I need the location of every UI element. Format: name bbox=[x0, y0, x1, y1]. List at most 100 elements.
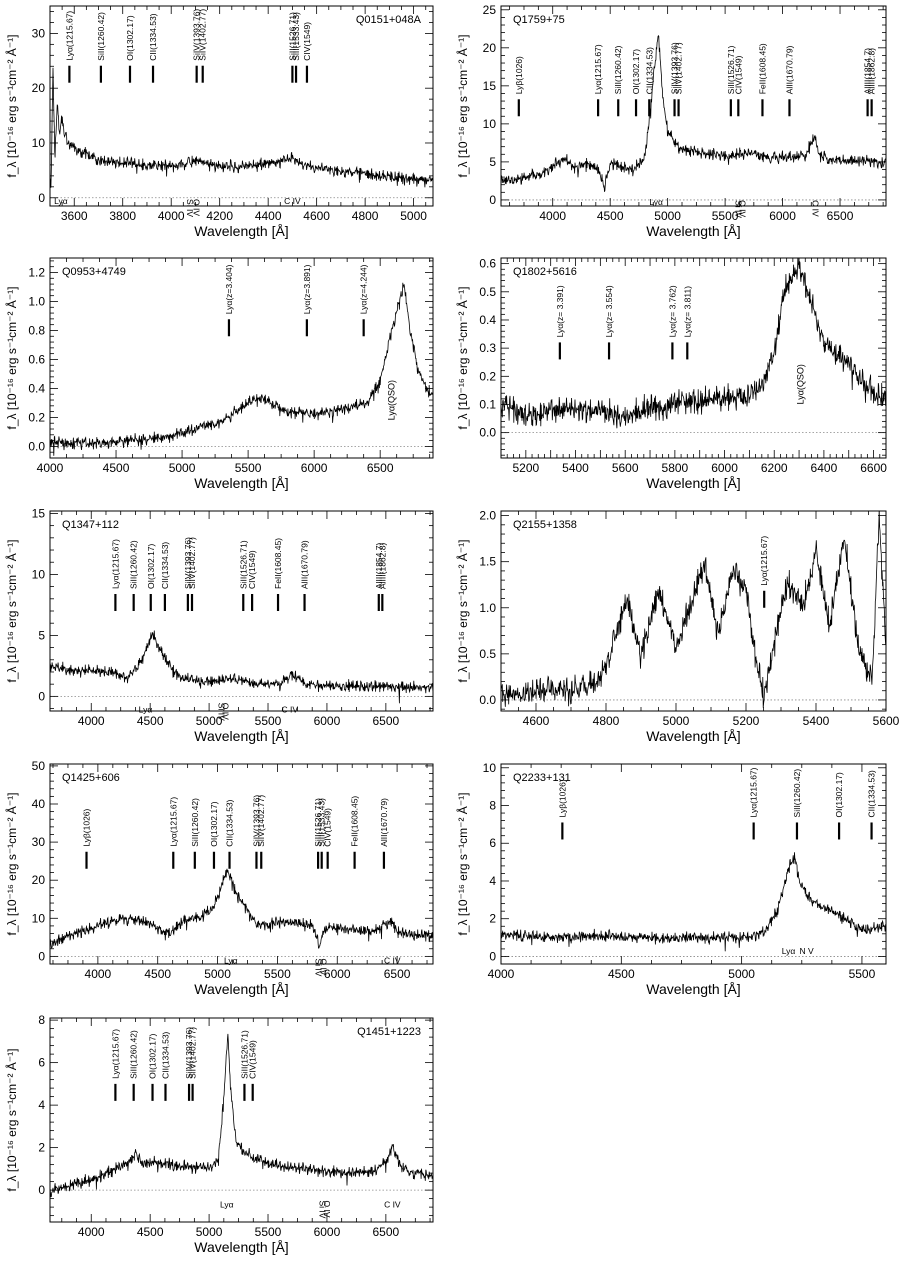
x-tick-label: 4000 bbox=[78, 714, 105, 728]
chart-panel-6: Lyα(1215.67) 4600 4800 5000 5200 5400 5600 0.0 0… bbox=[455, 509, 900, 744]
y-tick-label: 8 bbox=[489, 799, 496, 813]
chart-panel-4: Lyα(z= 3.391) Lyα(z= 3.554) Lyα(z= 3.762) L… bbox=[455, 257, 887, 491]
annotation-4: C IV bbox=[284, 196, 301, 206]
y-tick-label: 6 bbox=[38, 1056, 45, 1070]
marker-label-2: Lyα(1215.67) bbox=[749, 767, 759, 817]
x-tick-label: 5500 bbox=[255, 714, 282, 728]
x-tick-label: 4000 bbox=[488, 967, 515, 981]
y-axis-label: f_λ [10⁻¹⁶ erg s⁻¹cm⁻² Å⁻¹] bbox=[455, 35, 470, 178]
y-tick-label: 0.4 bbox=[28, 381, 45, 395]
spectrum-line bbox=[50, 630, 433, 704]
marker-label-2: Lyα(z= 3.554) bbox=[604, 285, 614, 337]
chart-panel-8: Lyβ(1026) Lyα(1215.67) SiII(1260.42) OI(130… bbox=[455, 761, 887, 997]
marker-label-1: Lyα(1215.67) bbox=[64, 11, 74, 61]
marker-label-4: CII(1334.53) bbox=[160, 1031, 170, 1078]
annotation-2: Si IV bbox=[185, 199, 195, 217]
marker-label-1: Lyα(z= 3.391) bbox=[555, 285, 565, 337]
x-tick-label: 6200 bbox=[761, 461, 788, 475]
x-tick-label: 4000 bbox=[539, 209, 566, 223]
y-tick-label: 40 bbox=[32, 797, 46, 811]
marker-label-5: CII(1334.53) bbox=[225, 799, 235, 846]
annotation-2: Si IV bbox=[314, 958, 324, 976]
marker-label-7: SiIV(1402.77) bbox=[674, 42, 684, 94]
x-tick-label: 6500 bbox=[373, 714, 400, 728]
x-tick-label: 4500 bbox=[597, 209, 624, 223]
y-tick-label: 0 bbox=[38, 689, 45, 703]
annotation-2: Si IV bbox=[217, 703, 227, 721]
plot-frame bbox=[500, 5, 887, 207]
y-axis-label: f_λ [10⁻¹⁶ erg s⁻¹cm⁻² Å⁻¹] bbox=[455, 540, 470, 683]
y-axis-label: f_λ [10⁻¹⁶ erg s⁻¹cm⁻² Å⁻¹] bbox=[4, 35, 19, 178]
annotation-1: Lyα(QSO) bbox=[387, 380, 397, 420]
annotation-3: O IV bbox=[322, 1201, 332, 1218]
marker-label-1: Lyβ(1026) bbox=[557, 779, 567, 817]
spectrum-line bbox=[501, 34, 886, 192]
chart-panel-2: Lyβ(1026) Lyα(1215.67) SiII(1260.42) OI(130… bbox=[455, 3, 887, 239]
y-tick-label: 8 bbox=[38, 1013, 45, 1027]
marker-label-12: AlIII(1862.8) bbox=[377, 543, 387, 589]
marker-label-2: Lyα(1215.67) bbox=[168, 797, 178, 847]
marker-label-4: OI(1302.17) bbox=[834, 772, 844, 818]
chart-panel-7: Lyβ(1026) Lyα(1215.67) SiII(1260.42) OI(130… bbox=[4, 759, 434, 997]
x-tick-label: 4600 bbox=[303, 209, 330, 223]
x-axis-label: Wavelength [Å] bbox=[194, 1239, 288, 1255]
spectrum-line bbox=[50, 67, 433, 188]
marker-label-11: AlIII(1854.7) bbox=[374, 543, 384, 589]
annotation-3: O IV bbox=[737, 200, 747, 217]
spectrum-line bbox=[501, 258, 886, 429]
marker-label-6: SiIV(1402.77) bbox=[187, 537, 197, 589]
x-axis-label: Wavelength [Å] bbox=[646, 981, 740, 997]
plot-frame bbox=[500, 763, 887, 965]
marker-label-3: Lyα(z= 3.762) bbox=[667, 285, 677, 337]
marker-label-3: OI(1302.17) bbox=[146, 543, 156, 589]
marker-label-4: CII(1334.53) bbox=[160, 542, 170, 589]
x-axis-label: Wavelength [Å] bbox=[194, 981, 288, 997]
y-tick-label: 2.0 bbox=[479, 509, 496, 523]
annotation-1: Lyα bbox=[220, 1200, 234, 1210]
x-axis-label: Wavelength [Å] bbox=[646, 475, 740, 491]
marker-label-1: Lyα(z=3.404) bbox=[224, 264, 234, 314]
y-tick-label: 0.6 bbox=[28, 352, 45, 366]
x-tick-label: 6500 bbox=[373, 1225, 400, 1239]
chart-title: Q0953+4749 bbox=[62, 266, 126, 278]
marker-label-6: SiIV(1402.77) bbox=[188, 1027, 198, 1079]
marker-label-9: CIV(1549) bbox=[302, 22, 312, 61]
x-tick-label: 4500 bbox=[137, 714, 164, 728]
y-tick-label: 30 bbox=[32, 835, 46, 849]
marker-label-1: Lyα(1215.67) bbox=[110, 1029, 120, 1079]
y-tick-label: 5 bbox=[489, 155, 496, 169]
annotation-1: Lyα bbox=[139, 705, 153, 715]
y-tick-label: 0.0 bbox=[28, 439, 45, 453]
plot-frame bbox=[49, 1017, 434, 1223]
y-tick-label: 50 bbox=[32, 759, 46, 773]
y-tick-label: 0.5 bbox=[479, 285, 496, 299]
marker-label-6: SiIV(1402.77) bbox=[198, 9, 208, 61]
annotation-4: C IV bbox=[282, 705, 299, 715]
marker-label-2: SiII(1260.42) bbox=[129, 540, 139, 589]
y-tick-label: 0.0 bbox=[479, 426, 496, 440]
x-tick-label: 5000 bbox=[663, 714, 690, 728]
annotation-1: Lyα bbox=[54, 196, 68, 206]
marker-label-6: SiIV(1393.76) bbox=[251, 795, 261, 847]
spectrum-line bbox=[50, 1033, 433, 1198]
x-tick-label: 6400 bbox=[811, 461, 838, 475]
marker-label-4: OI(1302.17) bbox=[209, 801, 219, 847]
y-tick-label: 0.3 bbox=[479, 341, 496, 355]
marker-label-11: AlII(1670.79) bbox=[784, 45, 794, 94]
y-tick-label: 1.2 bbox=[28, 265, 45, 279]
marker-label-12: AlIII(1854.7) bbox=[863, 48, 873, 94]
y-axis-label: f_λ [10⁻¹⁶ erg s⁻¹cm⁻² Å⁻¹] bbox=[455, 793, 470, 936]
y-tick-label: 30 bbox=[32, 26, 46, 40]
annotation-1: Lyα bbox=[649, 197, 663, 207]
marker-label-7: SiIV(1402.77) bbox=[256, 795, 266, 847]
x-tick-label: 5000 bbox=[196, 1225, 223, 1239]
y-tick-label: 0 bbox=[38, 191, 45, 205]
marker-label-11: FeII(1608.45) bbox=[350, 796, 360, 847]
x-tick-label: 4000 bbox=[85, 967, 112, 981]
x-tick-label: 4600 bbox=[523, 714, 550, 728]
x-tick-label: 5000 bbox=[169, 461, 196, 475]
x-tick-label: 5200 bbox=[733, 714, 760, 728]
annotation-1: Lyα bbox=[224, 955, 238, 965]
x-tick-label: 4000 bbox=[158, 209, 185, 223]
marker-label-3: SiII(1260.42) bbox=[613, 45, 623, 94]
